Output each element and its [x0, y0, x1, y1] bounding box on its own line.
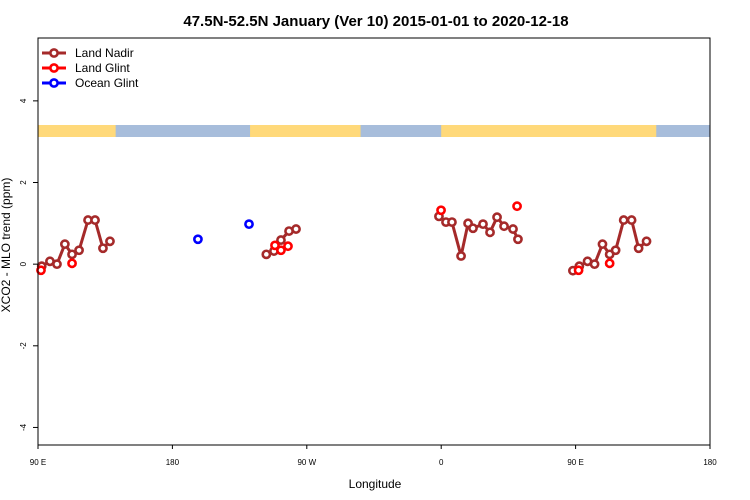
- land-nadir-point: [626, 215, 637, 225]
- y-tick-label: 2: [19, 180, 28, 185]
- y-tick-label: -4: [19, 423, 28, 431]
- land-nadir-point: [447, 217, 457, 228]
- land-nadir-point: [610, 245, 621, 256]
- land-glint-point: [512, 201, 522, 212]
- land-nadir-point: [513, 234, 523, 245]
- y-axis-label: XCO2 - MLO trend (ppm): [0, 178, 13, 313]
- x-axis-label: Longitude: [349, 477, 402, 491]
- land-glint-point: [573, 265, 584, 276]
- land-nadir-point: [98, 243, 108, 254]
- land-nadir-point: [618, 215, 629, 225]
- land-nadir-point: [589, 259, 600, 270]
- land-band: [38, 125, 116, 137]
- y-tick-label: 4: [19, 98, 28, 103]
- data-marks: [36, 201, 652, 276]
- legend-label: Land Glint: [75, 61, 130, 75]
- legend-label: Ocean Glint: [75, 76, 139, 90]
- land-nadir-point: [67, 249, 77, 260]
- land-band: [441, 125, 657, 137]
- y-tick-label: 0: [19, 261, 28, 266]
- land-glint-point: [270, 240, 280, 251]
- land-band: [250, 125, 361, 137]
- land-nadir-point: [499, 221, 509, 232]
- land-nadir-point: [52, 259, 62, 270]
- land-nadir-point: [633, 243, 644, 254]
- land-nadir-point: [508, 224, 518, 234]
- land-nadir-point: [276, 235, 286, 245]
- map-strip: [38, 125, 710, 137]
- legend-marker: [49, 78, 59, 88]
- axis-ticks: 90 E 180 90 W 0 90 E 180 4 2 0 -2 -4: [19, 98, 717, 467]
- land-glint-point: [36, 265, 46, 276]
- land-nadir-point: [291, 224, 301, 234]
- plot-frame: [37, 37, 711, 446]
- land-nadir-point: [641, 236, 652, 247]
- x-tick-label: 90 E: [567, 458, 583, 467]
- legend-marker: [49, 63, 59, 73]
- land-glint-point: [283, 241, 293, 252]
- land-nadir-point: [105, 236, 115, 247]
- x-tick-label: 180: [703, 458, 717, 467]
- land-glint-point: [436, 205, 446, 216]
- land-nadir-point: [59, 239, 70, 250]
- land-nadir-point: [597, 239, 608, 250]
- chart-title: 47.5N-52.5N January (Ver 10) 2015-01-01 …: [183, 13, 568, 30]
- ocean-glint-point: [193, 234, 203, 245]
- x-tick-label: 180: [166, 458, 180, 467]
- land-nadir-point: [478, 219, 488, 230]
- land-nadir-point: [485, 227, 495, 238]
- land-nadir-point: [90, 215, 100, 225]
- land-nadir-point: [492, 212, 502, 223]
- land-nadir-point: [468, 223, 478, 234]
- land-nadir-point: [74, 245, 84, 256]
- land-glint-point: [276, 245, 286, 256]
- ocean-glint-point: [244, 219, 254, 230]
- legend-marker: [49, 48, 59, 58]
- legend-label: Land Nadir: [75, 46, 134, 60]
- x-tick-label: 90 E: [30, 458, 46, 467]
- x-tick-label: 0: [439, 458, 444, 467]
- land-nadir-point: [261, 249, 272, 260]
- land-glint-point: [604, 258, 615, 269]
- y-tick-label: -2: [19, 342, 28, 350]
- land-glint-point: [67, 258, 77, 269]
- x-tick-label: 90 W: [297, 458, 316, 467]
- land-nadir-point: [456, 251, 466, 261]
